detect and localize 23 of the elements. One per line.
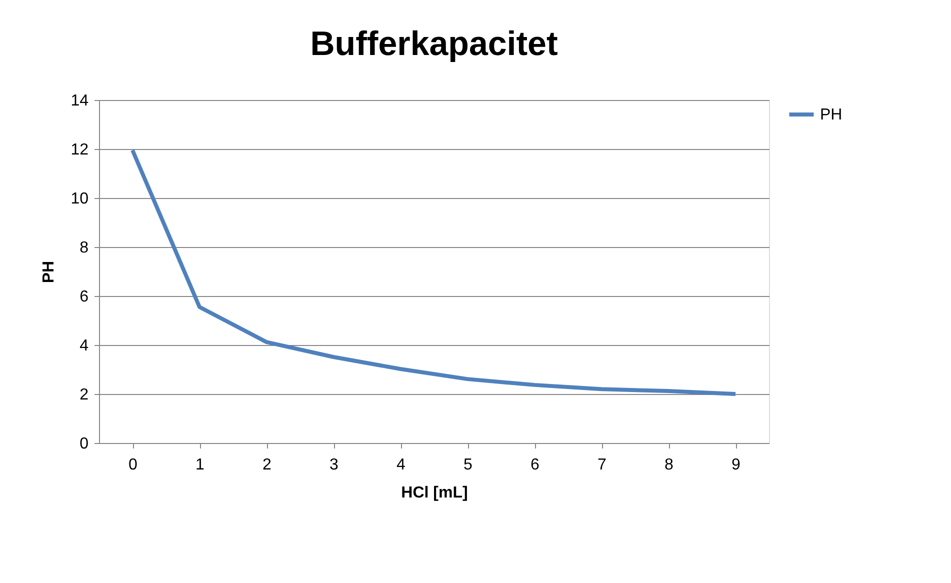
x-tick-label: 8 [664, 456, 674, 474]
x-tick-label: 7 [598, 456, 607, 474]
x-tick-label: 6 [530, 456, 540, 474]
x-tick-label: 3 [330, 456, 339, 474]
x-tick-label: 1 [196, 456, 205, 474]
chart-title: Bufferkapacitet [310, 25, 558, 63]
y-tick-label: 0 [80, 436, 89, 452]
legend-label: PH [820, 106, 842, 124]
y-tick-label: 2 [80, 386, 89, 404]
y-tick-label: 4 [80, 338, 89, 354]
y-axis-title: PH [40, 260, 58, 284]
x-axis-title: HCl [mL] [401, 484, 468, 502]
x-tick-label: 2 [262, 456, 272, 474]
y-tick-label: 6 [80, 288, 89, 306]
x-tick-label: 4 [396, 456, 406, 474]
y-tick-label: 12 [70, 142, 89, 158]
line-series [130, 148, 738, 396]
y-tick-label: 10 [70, 190, 89, 208]
x-tick-label: 0 [128, 456, 138, 474]
x-tick-label: 9 [732, 456, 741, 474]
y-tick-label: 8 [80, 240, 89, 256]
x-tick-label: 5 [464, 456, 473, 474]
y-tick-label: 14 [70, 92, 89, 110]
